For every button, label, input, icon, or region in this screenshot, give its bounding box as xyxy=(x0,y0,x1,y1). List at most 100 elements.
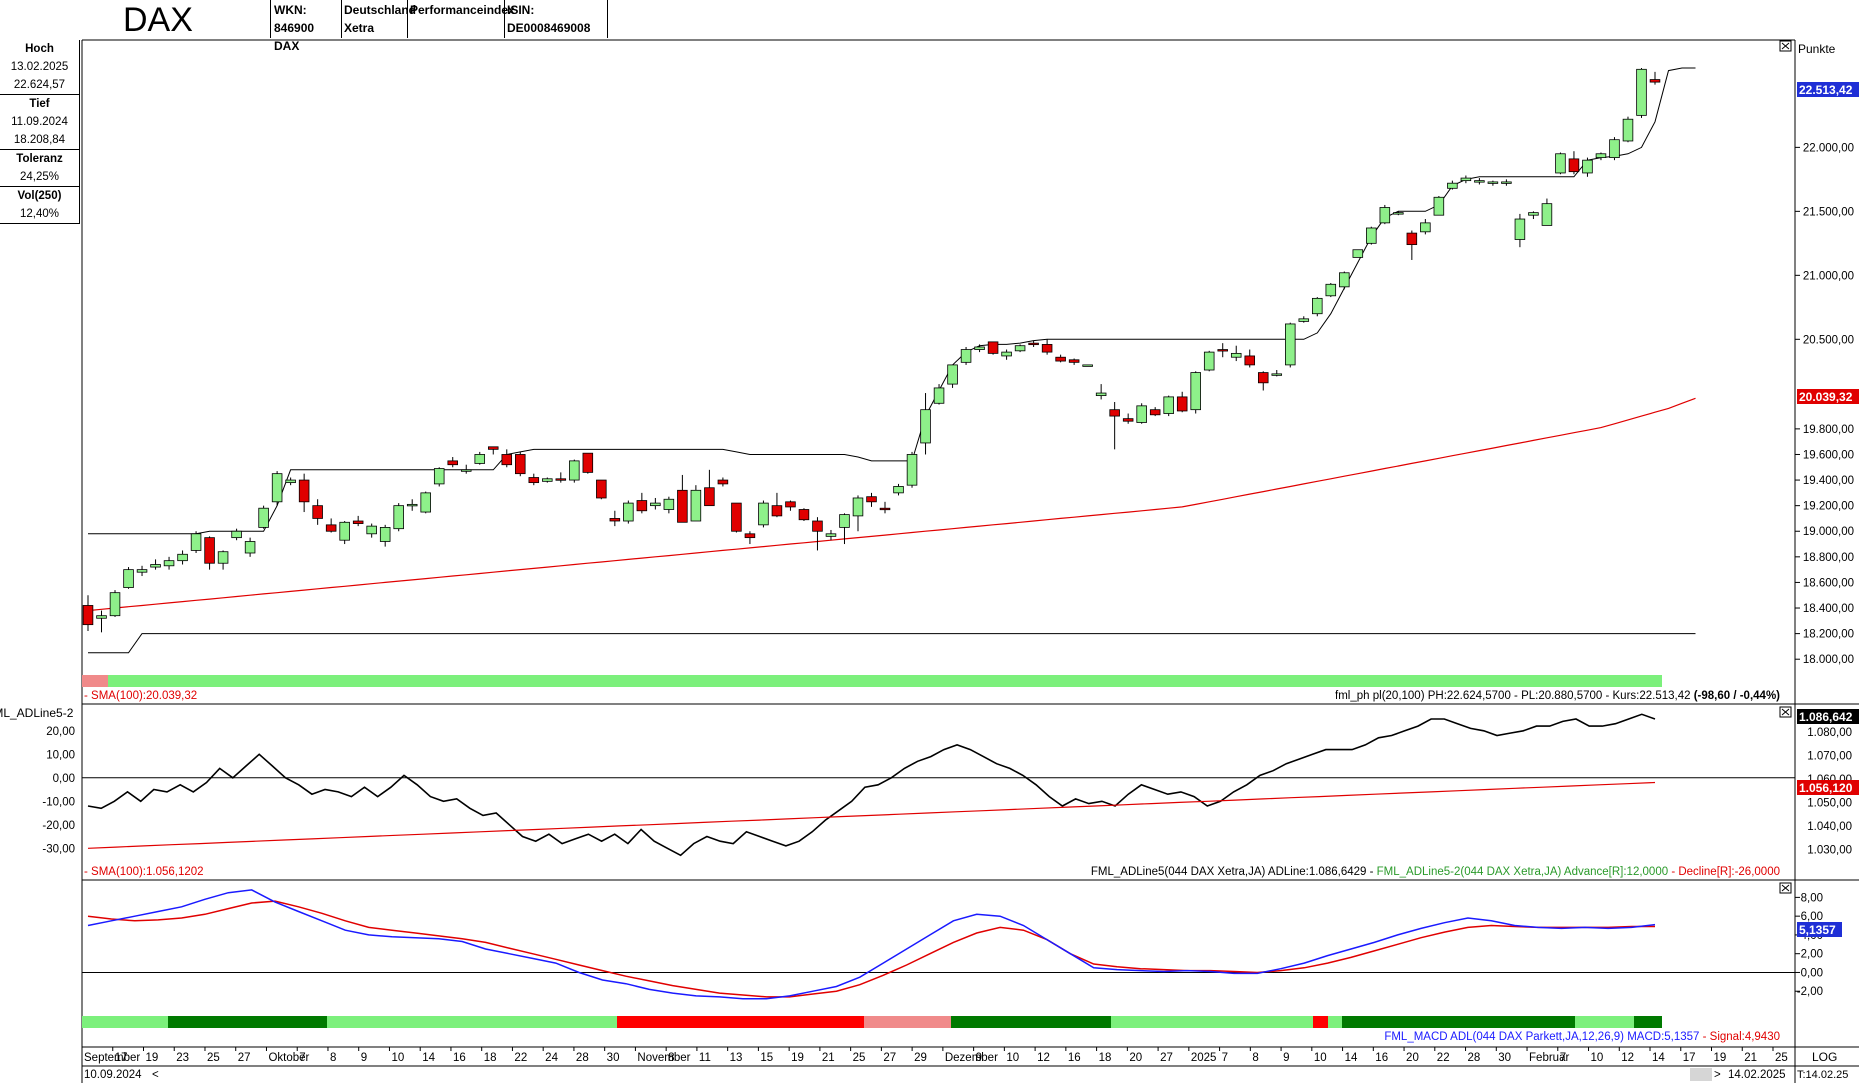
x-tick-label: 29 xyxy=(914,1052,927,1064)
candle xyxy=(1095,384,1107,400)
x-tick-label: Oktober xyxy=(268,1052,309,1064)
x-tick-label: 12 xyxy=(1037,1052,1050,1064)
price-y-axis: 22.000,00 21.500,00 21.000,00 20.500,00 19.8… xyxy=(1795,142,1854,666)
x-tick-label: 24 xyxy=(545,1052,558,1064)
candle xyxy=(1406,230,1418,260)
stat-value: 12,40% xyxy=(19,208,59,220)
scroll-left-button[interactable]: < xyxy=(152,1069,159,1081)
candle xyxy=(1109,402,1120,450)
candle xyxy=(663,496,675,514)
macd-status-segment xyxy=(168,1016,327,1028)
x-tick-label: 21 xyxy=(1744,1052,1757,1064)
x-tick-label: 25 xyxy=(207,1052,220,1064)
adline-legend: FML_ADLine5(044 DAX Xetra,JA) ADLine:1.0… xyxy=(1091,866,1780,878)
scrollbar-thumb[interactable] xyxy=(1690,1068,1712,1081)
scroll-right-button[interactable]: > xyxy=(1714,1069,1721,1081)
x-tick-label: 16 xyxy=(453,1052,466,1064)
candle xyxy=(379,524,391,547)
adline-right-tick: 1.080,00 xyxy=(1807,727,1852,739)
candle xyxy=(1244,349,1256,368)
candle xyxy=(785,500,796,511)
x-tick-label: 20 xyxy=(1406,1052,1419,1064)
candle xyxy=(298,473,310,513)
candle xyxy=(636,492,648,514)
candle xyxy=(528,473,540,486)
price-y-tick: 21.500,00 xyxy=(1803,206,1854,218)
candle xyxy=(150,559,161,570)
candle xyxy=(1501,179,1512,186)
adline-right-tick: 1.030,00 xyxy=(1807,845,1852,857)
macd-status-segment xyxy=(1342,1016,1575,1028)
x-tick-label: September xyxy=(84,1052,140,1064)
stat-label: Hoch xyxy=(25,43,54,55)
candle xyxy=(1014,344,1026,353)
x-tick-label: 10 xyxy=(1591,1052,1604,1064)
candle xyxy=(1622,116,1634,143)
macd-status-segment xyxy=(82,1016,168,1028)
x-tick-label: 16 xyxy=(1375,1052,1388,1064)
macd-status-segment xyxy=(951,1016,1111,1028)
wkn-label: WKN: 846900 xyxy=(274,3,315,35)
price-right-legend-change: (-98,60 / -0,44%) xyxy=(1694,690,1780,702)
x-tick-label: 2025 xyxy=(1191,1052,1217,1064)
candle xyxy=(1203,350,1215,372)
adline-left-tick: -10,00 xyxy=(42,796,75,808)
adline-left-tick: -30,00 xyxy=(42,843,75,855)
candle xyxy=(1001,349,1012,360)
candle xyxy=(366,523,377,538)
price-y-tick: 18.400,00 xyxy=(1803,603,1854,615)
macd-status-segment xyxy=(864,1016,951,1028)
close-adline-panel-button[interactable] xyxy=(1779,706,1792,718)
macd-y-tick: 6,00 xyxy=(1801,911,1823,923)
price-y-tick: 19.800,00 xyxy=(1803,424,1854,436)
candle xyxy=(285,477,296,486)
x-tick-label: 18 xyxy=(484,1052,497,1064)
x-tick-label: 7 xyxy=(1222,1052,1228,1064)
candle xyxy=(1136,403,1147,424)
candle xyxy=(177,550,188,565)
price-plot xyxy=(82,67,1696,654)
candle xyxy=(515,451,526,477)
candle xyxy=(136,565,148,577)
adline-legend-red: - Decline[R]:-26,0000 xyxy=(1668,866,1780,878)
country-label: Deutschland xyxy=(344,3,417,17)
log-label[interactable]: LOG xyxy=(1812,1050,1837,1064)
price-y-tick: 19.600,00 xyxy=(1803,449,1854,461)
close-price-panel-button[interactable] xyxy=(1779,40,1792,52)
candle xyxy=(947,364,958,388)
macd-status-segment xyxy=(1313,1016,1328,1028)
candle xyxy=(447,457,458,468)
macd-line xyxy=(87,889,1656,1000)
candle xyxy=(1555,152,1566,175)
candle xyxy=(217,550,229,570)
candle xyxy=(1366,226,1377,245)
candle xyxy=(474,451,486,465)
adline-plot xyxy=(82,713,1795,857)
last-price-badge: 22.513,42 xyxy=(1799,83,1853,97)
candle xyxy=(1271,370,1283,377)
candle xyxy=(1082,364,1093,367)
candle xyxy=(569,459,580,483)
adline-left-axis: 20,00 10,00 0,00 -10,00 -20,00 -30,00 xyxy=(42,726,75,855)
trend-status-bar-start xyxy=(82,675,108,687)
adline-legend-green: FML_ADLine5-2(044 DAX Xetra,JA) Advance[… xyxy=(1377,866,1669,878)
x-tick-label: 23 xyxy=(176,1052,189,1064)
adline-name: FML_ADLine5-2 xyxy=(0,706,74,720)
macd-status-segment xyxy=(1111,1016,1313,1028)
stat-vol: Vol(250) 12,40% xyxy=(0,186,80,224)
candle xyxy=(987,341,999,355)
candle xyxy=(731,502,742,533)
x-tick-label: 8 xyxy=(330,1052,336,1064)
candle xyxy=(960,346,972,365)
price-y-tick: 20.500,00 xyxy=(1803,334,1854,346)
candle xyxy=(690,485,702,522)
close-macd-panel-button[interactable] xyxy=(1779,882,1792,894)
macd-status-segment xyxy=(1575,1016,1634,1028)
price-y-tick: 22.000,00 xyxy=(1803,142,1854,154)
stat-label: Tief xyxy=(29,98,50,110)
candle xyxy=(123,567,134,589)
isin-cell: ISIN: DE0008469008 xyxy=(504,0,608,38)
macd-y-tick: 2,00 xyxy=(1801,949,1823,961)
candle xyxy=(1041,339,1053,355)
